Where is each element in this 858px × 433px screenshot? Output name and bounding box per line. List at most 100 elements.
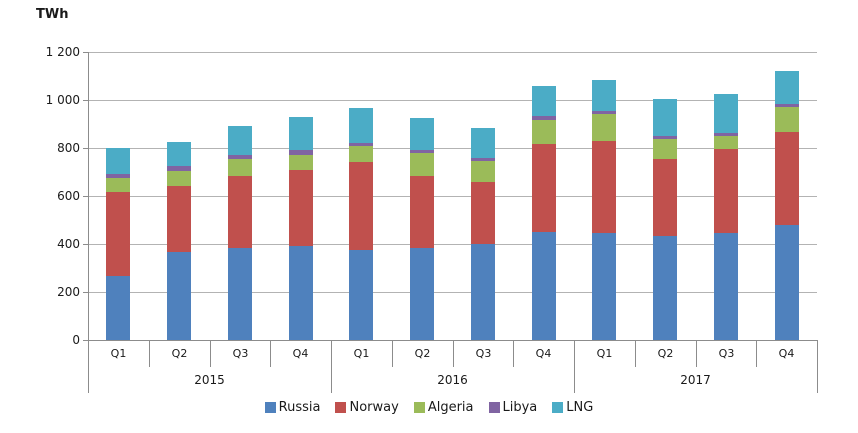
bar-segment-libya: [775, 103, 799, 108]
legend-swatch-libya: [488, 402, 500, 413]
bar-segment-norway: [653, 158, 677, 236]
y-axis-tick-label: 800: [57, 141, 80, 155]
bar-segment-norway: [289, 169, 313, 247]
y-axis-tick: [83, 292, 88, 293]
bar-segment-russia: [289, 246, 313, 340]
x-axis-quarter-label: Q2: [657, 347, 674, 360]
bar-segment-russia: [167, 252, 191, 340]
bar-segment-algeria: [471, 161, 495, 182]
bar-segment-lng: [471, 127, 495, 158]
legend-item-norway: Norway: [335, 400, 399, 415]
legend-label: Libya: [502, 400, 538, 415]
quarter-separator: [392, 340, 393, 367]
bar-segment-norway: [775, 132, 799, 225]
bar-segment-russia: [592, 233, 616, 340]
bar-segment-libya: [410, 149, 434, 154]
year-separator: [331, 340, 332, 393]
x-axis-quarter-label: Q1: [110, 347, 127, 360]
x-axis-quarter-label: Q1: [596, 347, 613, 360]
bar-segment-norway: [410, 176, 434, 248]
x-axis-year-label: 2015: [194, 373, 225, 387]
bar-segment-norway: [714, 149, 738, 234]
y-axis-tick: [83, 340, 88, 341]
quarter-separator: [210, 340, 211, 367]
quarter-separator: [453, 340, 454, 367]
legend-label: Russia: [278, 400, 321, 415]
y-axis-tick-label: 200: [57, 285, 80, 299]
bar-segment-algeria: [106, 178, 130, 193]
x-axis-year-label: 2017: [680, 373, 711, 387]
bar-segment-algeria: [167, 170, 191, 187]
bar-segment-norway: [471, 181, 495, 244]
bar-segment-lng: [410, 118, 434, 150]
gridline: [88, 52, 817, 53]
quarter-separator: [513, 340, 514, 367]
x-axis-quarter-label: Q4: [292, 347, 309, 360]
bar-segment-norway: [532, 144, 556, 232]
legend-swatch-norway: [335, 402, 347, 413]
y-axis-tick: [83, 244, 88, 245]
legend-swatch-russia: [264, 402, 276, 413]
x-axis-quarter-label: Q2: [414, 347, 431, 360]
legend-label: Algeria: [427, 400, 474, 415]
bar-segment-libya: [289, 150, 313, 155]
bar-segment-algeria: [775, 107, 799, 133]
x-axis-quarter-label: Q4: [535, 347, 552, 360]
year-separator: [88, 340, 89, 393]
bar-segment-libya: [228, 154, 252, 159]
bar-segment-algeria: [349, 145, 373, 163]
bar-segment-algeria: [592, 113, 616, 141]
x-axis-quarter-label: Q3: [718, 347, 735, 360]
y-axis-tick: [83, 196, 88, 197]
y-axis-unit-label: TWh: [36, 7, 69, 22]
bar-segment-russia: [471, 244, 495, 340]
y-axis-tick: [83, 52, 88, 53]
x-axis-quarter-label: Q3: [232, 347, 249, 360]
bar-segment-russia: [410, 247, 434, 340]
bar-segment-lng: [714, 94, 738, 133]
gridline: [88, 100, 817, 101]
bar-segment-lng: [289, 116, 313, 151]
x-axis-quarter-label: Q3: [475, 347, 492, 360]
year-separator: [574, 340, 575, 393]
bar-segment-lng: [106, 148, 130, 174]
bar-segment-lng: [592, 79, 616, 111]
bar-segment-libya: [106, 173, 130, 178]
bar-segment-algeria: [228, 158, 252, 176]
gridline: [88, 244, 817, 245]
y-axis-tick-label: 600: [57, 189, 80, 203]
bar-segment-norway: [167, 186, 191, 253]
y-axis-tick-label: 1 000: [45, 93, 80, 107]
bar-segment-russia: [714, 233, 738, 340]
y-axis-tick-label: 1 200: [45, 45, 80, 59]
x-axis-year-label: 2016: [437, 373, 468, 387]
bar-segment-russia: [532, 232, 556, 340]
legend-item-lng: LNG: [552, 400, 593, 415]
x-axis-quarter-label: Q4: [778, 347, 795, 360]
legend-item-russia: Russia: [264, 400, 321, 415]
bar-segment-libya: [592, 110, 616, 114]
bar-segment-lng: [228, 126, 252, 155]
bar-segment-norway: [592, 140, 616, 234]
bar-segment-libya: [653, 136, 677, 139]
bar-segment-algeria: [714, 136, 738, 150]
bar-segment-libya: [532, 115, 556, 120]
quarter-separator: [270, 340, 271, 367]
bar-segment-lng: [349, 107, 373, 143]
year-separator: [817, 340, 818, 393]
bar-segment-lng: [653, 99, 677, 137]
quarter-separator: [149, 340, 150, 367]
bar-segment-russia: [106, 276, 130, 340]
bar-segment-algeria: [653, 138, 677, 159]
legend-swatch-lng: [552, 402, 564, 413]
bar-segment-lng: [775, 71, 799, 104]
quarter-separator: [756, 340, 757, 367]
y-axis-tick: [83, 100, 88, 101]
bar-segment-algeria: [532, 119, 556, 145]
x-axis-line: [88, 340, 817, 341]
bar-segment-russia: [653, 235, 677, 340]
legend-swatch-algeria: [413, 402, 425, 413]
y-axis-tick-label: 400: [57, 237, 80, 251]
